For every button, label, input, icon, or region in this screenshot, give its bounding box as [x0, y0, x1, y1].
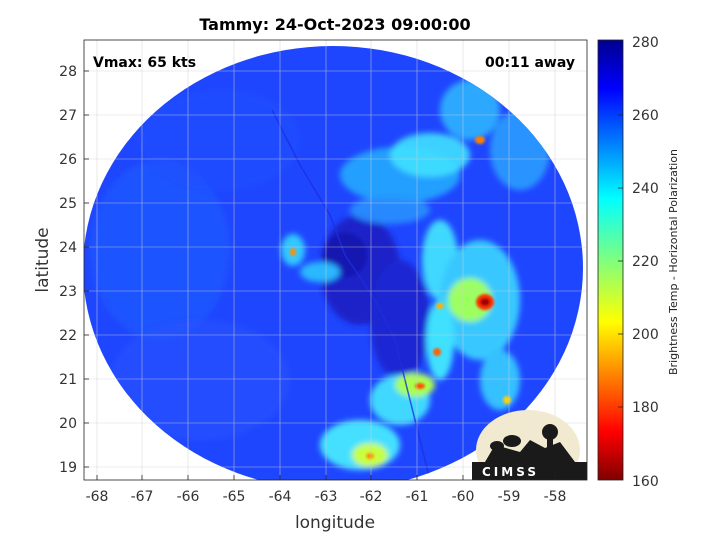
microwave-swath — [84, 46, 583, 480]
colorbar-tick-label: 280 — [632, 35, 659, 51]
colorbar-tick-label: 180 — [632, 400, 659, 416]
colorbar-tick-label: 160 — [632, 474, 659, 490]
y-tick-label: 23 — [59, 284, 77, 300]
time-offset-label: 00:11 away — [485, 55, 575, 71]
x-tick-label: -63 — [315, 489, 338, 505]
x-tick-label: -64 — [269, 489, 292, 505]
y-tick-label: 21 — [59, 372, 77, 388]
x-tick-label: -65 — [223, 489, 246, 505]
colorbar-tick-label: 200 — [632, 327, 659, 343]
x-tick-label: -62 — [360, 489, 383, 505]
colorbar-tick-label: 260 — [632, 108, 659, 124]
plot-frame — [83, 39, 588, 481]
y-tick-label: 19 — [59, 460, 77, 476]
y-tick-label: 20 — [59, 416, 77, 432]
colorbar-label: Brightness Temp - Horizontal Polarizatio… — [667, 149, 680, 375]
grid — [84, 40, 587, 480]
x-axis: -68 -67 -66 -65 -64 -63 -62 -61 -60 -59 … — [86, 475, 567, 533]
y-tick-label: 26 — [59, 152, 77, 168]
x-axis-label: longitude — [295, 513, 375, 533]
x-tick-label: -66 — [177, 489, 200, 505]
colorbar-gradient — [597, 39, 624, 481]
x-tick-label: -60 — [452, 489, 475, 505]
x-tick-label: -58 — [544, 489, 567, 505]
colorbar-tick-label: 220 — [632, 254, 659, 270]
y-tick-label: 27 — [59, 108, 77, 124]
y-axis-label: latitude — [33, 227, 53, 292]
y-axis: 28 27 26 25 24 23 22 21 20 19 latitude — [33, 64, 89, 476]
cimss-logo: CIMSS — [472, 410, 587, 480]
y-tick-label: 25 — [59, 196, 77, 212]
vmax-label: Vmax: 65 kts — [93, 55, 196, 71]
x-tick-label: -68 — [86, 489, 109, 505]
y-tick-label: 24 — [59, 240, 77, 256]
x-tick-label: -61 — [406, 489, 429, 505]
x-tick-label: -67 — [131, 489, 154, 505]
logo-text: CIMSS — [482, 465, 539, 479]
colorbar-tick-label: 240 — [632, 181, 659, 197]
y-tick-label: 22 — [59, 328, 77, 344]
colorbar: 280 260 240 220 200 180 160 Brightness T… — [597, 35, 680, 490]
plot-area: CIMSS Vmax: 65 kts 00:11 away — [84, 40, 587, 480]
plot-title: Tammy: 24-Oct-2023 09:00:00 — [199, 15, 470, 34]
x-tick-label: -59 — [498, 489, 521, 505]
y-tick-label: 28 — [59, 64, 77, 80]
